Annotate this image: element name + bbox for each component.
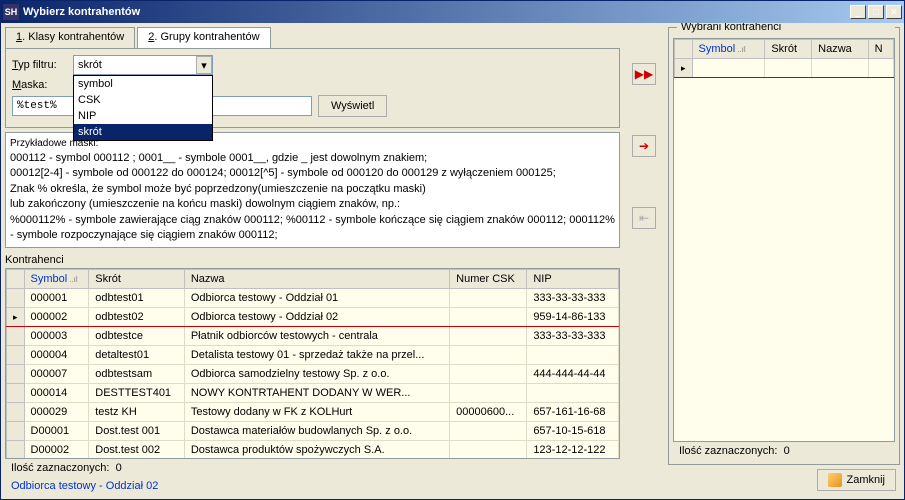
table-row[interactable]: 000001odbtest01Odbiorca testowy - Oddzia…: [7, 289, 619, 308]
table-row[interactable]: 000002odbtest02Odbiorca testowy - Oddzia…: [7, 308, 619, 327]
tab-klasy[interactable]: 1. Klasy kontrahentów: [5, 27, 135, 49]
table-row[interactable]: 000029testz KHTestowy dodany w FK z KOLH…: [7, 403, 619, 422]
middle-pane: ▶▶ ➔ ⇤: [624, 23, 664, 499]
titlebar[interactable]: SH Wybierz kontrahentów _ □ ✕: [1, 1, 904, 23]
filter-type-dropdown[interactable]: symbol CSK NIP skrót: [73, 75, 213, 141]
table-row[interactable]: D00002Dost.test 002Dostawca produktów sp…: [7, 441, 619, 459]
selected-fieldset: Wybrani kontrahenci Symbol..ıl Skrót Naz…: [668, 27, 900, 465]
right-pane: Wybrani kontrahenci Symbol..ıl Skrót Naz…: [664, 23, 904, 499]
grid-label: Kontrahenci: [5, 254, 620, 266]
table-row[interactable]: 000007odbtestsamOdbiorca samodzielny tes…: [7, 365, 619, 384]
grid-col[interactable]: Nazwa: [184, 270, 449, 289]
mask-label: Maska:: [12, 79, 67, 91]
combo-option[interactable]: NIP: [74, 108, 212, 124]
col-n[interactable]: N: [868, 40, 893, 59]
tab-grupy[interactable]: 2. Grupy kontrahentów: [137, 27, 270, 49]
grid-col[interactable]: NIP: [527, 270, 619, 289]
selected-grid[interactable]: Symbol..ıl Skrót Nazwa N: [673, 38, 895, 442]
combo-option[interactable]: symbol: [74, 76, 212, 92]
close-dialog-button[interactable]: Zamknij: [817, 469, 896, 491]
right-status: Ilość zaznaczonych: 0: [673, 442, 895, 460]
kontrahenci-grid[interactable]: Symbol..ılSkrótNazwaNumer CSKNIP000001od…: [5, 268, 620, 459]
folder-icon: [828, 473, 842, 487]
col-skrot[interactable]: Skrót: [765, 40, 812, 59]
filter-type-combo[interactable]: skrót ▾ symbol CSK NIP skrót: [73, 55, 213, 75]
minimize-button[interactable]: _: [850, 5, 866, 19]
filter-type-label: Typ filtru:: [12, 59, 67, 71]
main-window: SH Wybierz kontrahentów _ □ ✕ 1. Klasy k…: [0, 0, 905, 500]
left-status: Ilość zaznaczonych: 0: [5, 459, 620, 477]
grid-col[interactable]: Symbol..ıl: [24, 270, 89, 289]
table-row[interactable]: 000003odbtestcePłatnik odbiorców testowy…: [7, 327, 619, 346]
show-button[interactable]: Wyświetl: [318, 95, 387, 117]
app-icon: SH: [3, 4, 19, 20]
table-row[interactable]: 000004detaltest01Detalista testowy 01 - …: [7, 346, 619, 365]
col-nazwa[interactable]: Nazwa: [812, 40, 868, 59]
move-right-button[interactable]: ➔: [632, 135, 656, 157]
col-symbol[interactable]: Symbol..ıl: [692, 40, 765, 59]
grid-col[interactable]: Skrót: [89, 270, 185, 289]
left-pane: 1. Klasy kontrahentów 2. Grupy kontrahen…: [1, 23, 624, 499]
chevron-down-icon[interactable]: ▾: [196, 56, 212, 74]
help-box: Przykładowe maski: 000112 - symbol 00011…: [5, 132, 620, 248]
table-row[interactable]: 000014DESTTEST401NOWY KONTRTAHENT DODANY…: [7, 384, 619, 403]
window-title: Wybierz kontrahentów: [23, 6, 850, 18]
grid-col[interactable]: Numer CSK: [450, 270, 527, 289]
grid-section: Kontrahenci Symbol..ılSkrótNazwaNumer CS…: [5, 254, 620, 459]
combo-option[interactable]: CSK: [74, 92, 212, 108]
tabs: 1. Klasy kontrahentów 2. Grupy kontrahen…: [5, 27, 620, 49]
maximize-button[interactable]: □: [868, 5, 884, 19]
move-all-right-button[interactable]: ▶▶: [632, 63, 656, 85]
table-row[interactable]: D00001Dost.test 001Dostawca materiałów b…: [7, 422, 619, 441]
close-button[interactable]: ✕: [886, 5, 902, 19]
current-record: Odbiorca testowy - Oddział 02: [5, 477, 620, 495]
move-left-button[interactable]: ⇤: [632, 207, 656, 229]
combo-option[interactable]: skrót: [74, 124, 212, 140]
filter-panel: Typ filtru: skrót ▾ symbol CSK NIP skrót…: [5, 48, 620, 128]
